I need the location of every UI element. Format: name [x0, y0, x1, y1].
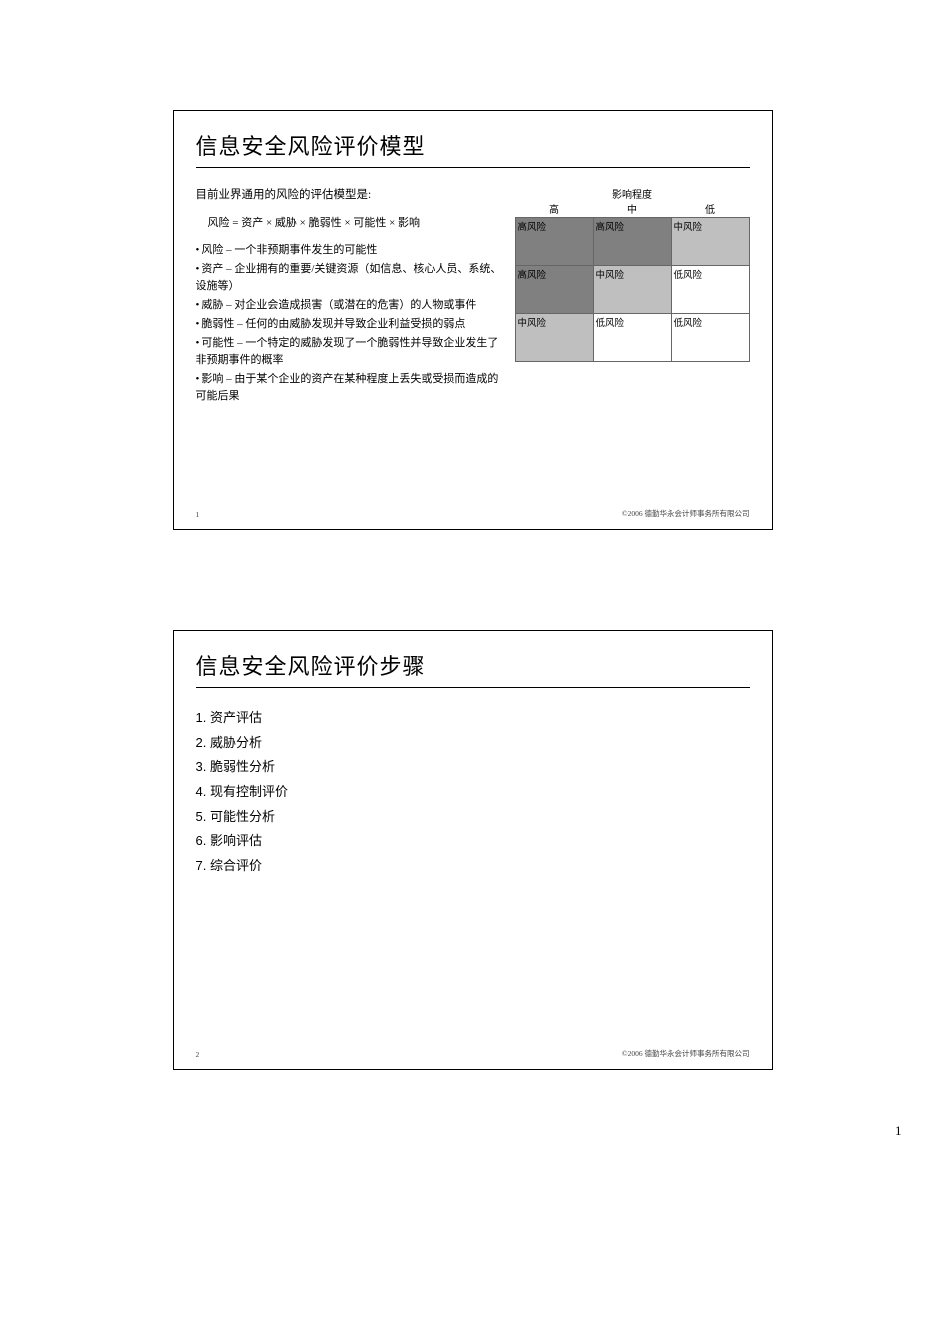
- matrix-cell: 中风险: [671, 217, 749, 265]
- list-item: 3. 脆弱性分析: [196, 755, 750, 780]
- matrix-cell: 中风险: [593, 265, 671, 313]
- slide-footer: 2 ©2006 德勤华永会计师事务所有限公司: [196, 1048, 750, 1059]
- list-item: 威胁 – 对企业会造成损害（或潜在的危害）的人物或事件: [196, 297, 505, 314]
- matrix-cell: 中风险: [515, 313, 593, 361]
- slide-title: 信息安全风险评价模型: [196, 129, 750, 168]
- slide-body: 目前业界通用的风险的评估模型是: 风险 = 资产 × 威胁 × 脆弱性 × 可能…: [196, 186, 750, 407]
- matrix-cell: 低风险: [671, 265, 749, 313]
- col-label: 低: [671, 201, 749, 217]
- list-item: 2. 威胁分析: [196, 731, 750, 756]
- slide-page-number: 1: [196, 510, 200, 519]
- slide-footer: 1 ©2006 德勤华永会计师事务所有限公司: [196, 508, 750, 519]
- left-column: 目前业界通用的风险的评估模型是: 风险 = 资产 × 威胁 × 脆弱性 × 可能…: [196, 186, 505, 407]
- list-item: 4. 现有控制评价: [196, 780, 750, 805]
- list-item: 7. 综合评价: [196, 854, 750, 879]
- matrix-cell: 高风险: [515, 265, 593, 313]
- definition-list: 风险 – 一个非预期事件发生的可能性 资产 – 企业拥有的重要/关键资源（如信息…: [196, 242, 505, 405]
- list-item: 资产 – 企业拥有的重要/关键资源（如信息、核心人员、系统、设施等）: [196, 261, 505, 295]
- risk-formula: 风险 = 资产 × 威胁 × 脆弱性 × 可能性 × 影响: [208, 214, 505, 230]
- list-item: 风险 – 一个非预期事件发生的可能性: [196, 242, 505, 259]
- list-item: 6. 影响评估: [196, 829, 750, 854]
- matrix-cell: 高风险: [593, 217, 671, 265]
- slide-1: 信息安全风险评价模型 目前业界通用的风险的评估模型是: 风险 = 资产 × 威胁…: [173, 110, 773, 530]
- col-label: 中: [593, 201, 671, 217]
- slide-page-number: 2: [196, 1050, 200, 1059]
- matrix-cell: 低风险: [671, 313, 749, 361]
- list-item: 1. 资产评估: [196, 706, 750, 731]
- copyright-text: ©2006 德勤华永会计师事务所有限公司: [622, 1048, 750, 1059]
- matrix-cell: 高风险: [515, 217, 593, 265]
- matrix-header-title: 影响程度: [515, 186, 750, 201]
- intro-text: 目前业界通用的风险的评估模型是:: [196, 186, 505, 202]
- list-item: 影响 – 由于某个企业的资产在某种程度上丢失或受损而造成的可能后果: [196, 371, 505, 405]
- risk-matrix: 高 中 低 高风险 高风险 中风险 高风险 中风险 低风险: [515, 201, 750, 362]
- slide-2: 信息安全风险评价步骤 1. 资产评估 2. 威胁分析 3. 脆弱性分析 4. 现…: [173, 630, 773, 1070]
- list-item: 5. 可能性分析: [196, 805, 750, 830]
- list-item: 可能性 – 一个特定的威胁发现了一个脆弱性并导致企业发生了非预期事件的概率: [196, 335, 505, 369]
- list-item: 脆弱性 – 任何的由威胁发现并导致企业利益受损的弱点: [196, 316, 505, 333]
- copyright-text: ©2006 德勤华永会计师事务所有限公司: [622, 508, 750, 519]
- slide-title: 信息安全风险评价步骤: [196, 649, 750, 688]
- document-page-number: 1: [895, 1123, 902, 1139]
- col-label: 高: [515, 201, 593, 217]
- right-column: 影响程度 高 中 低 高风险 高风险 中风险 高风险: [515, 186, 750, 407]
- steps-list: 1. 资产评估 2. 威胁分析 3. 脆弱性分析 4. 现有控制评价 5. 可能…: [196, 706, 750, 879]
- matrix-cell: 低风险: [593, 313, 671, 361]
